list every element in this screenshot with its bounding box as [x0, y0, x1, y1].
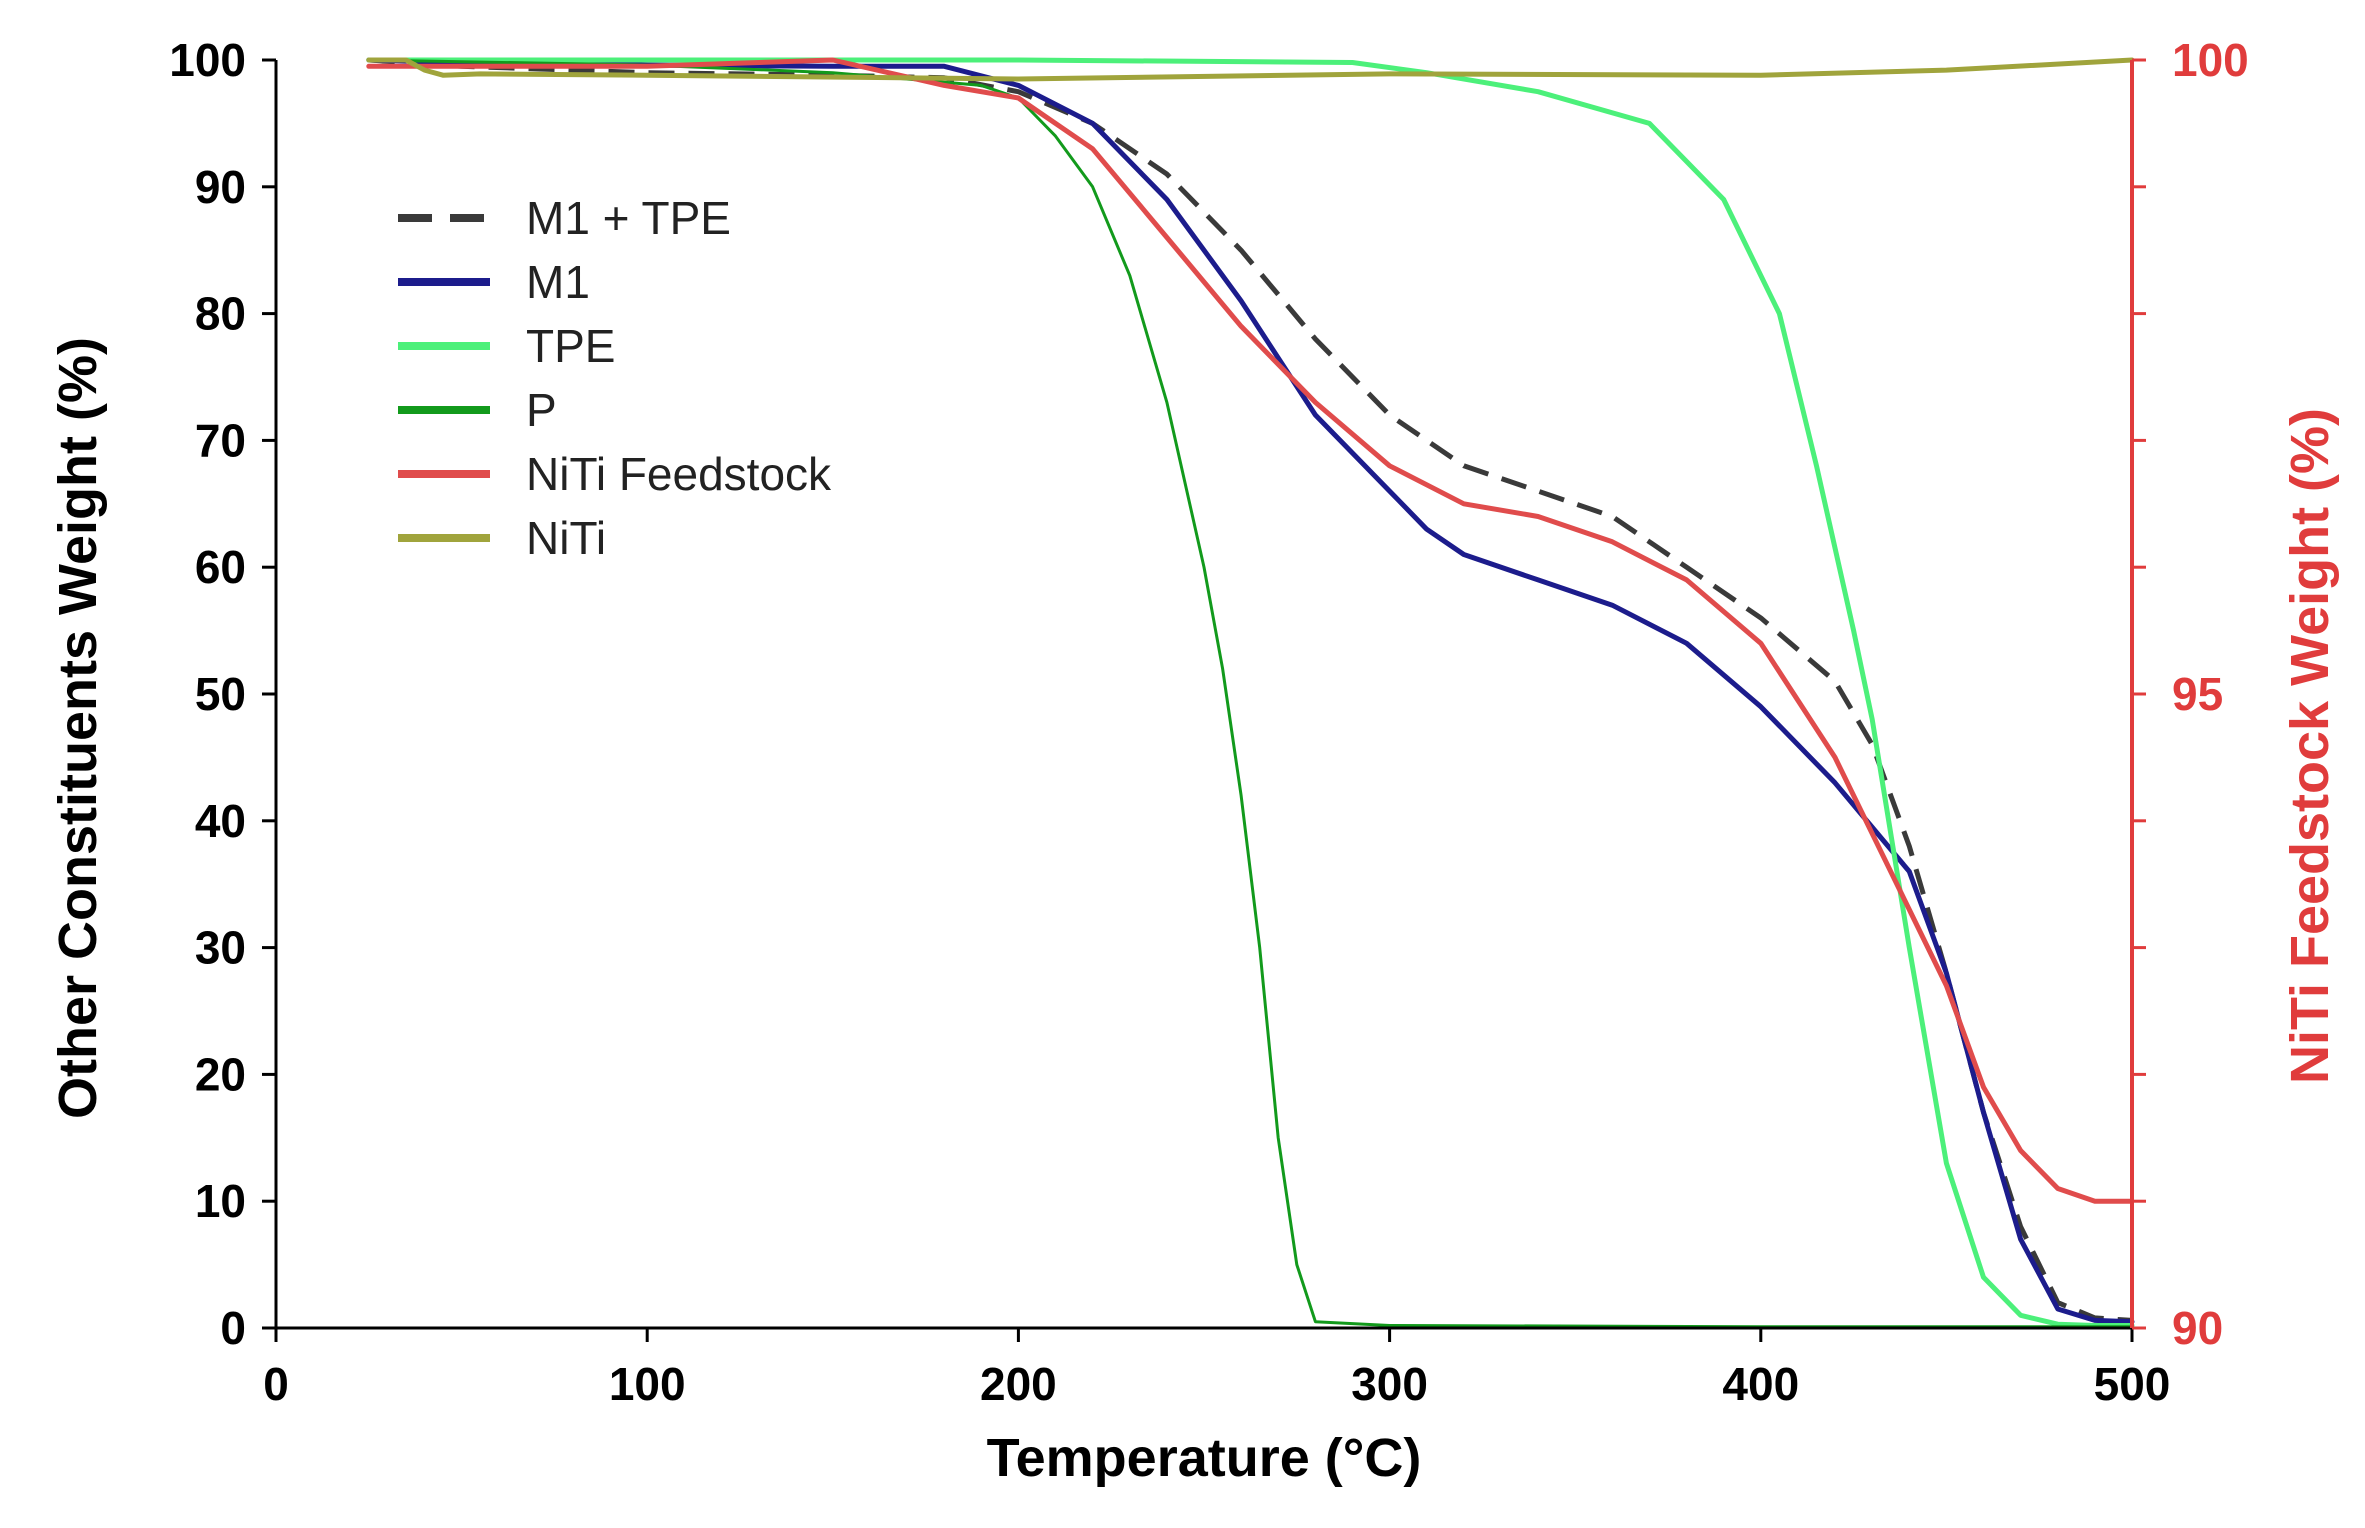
x-tick-label: 400: [1722, 1358, 1799, 1410]
legend-label: NiTi Feedstock: [526, 448, 832, 500]
plot-area: [366, 57, 2135, 1329]
y-tick-label: 20: [195, 1048, 246, 1100]
series-line-niti: [366, 57, 2135, 82]
series-line-m1: [366, 57, 2135, 1325]
y-tick-label: 70: [195, 414, 246, 466]
y-tick-label: 90: [195, 161, 246, 213]
legend-label: M1: [526, 256, 590, 308]
series-line-p: [367, 58, 2134, 1329]
y-tick-label: 30: [195, 922, 246, 974]
y-tick-label: 100: [169, 34, 246, 86]
y2-axis-title: NiTi Feedstock Weight (%): [2280, 408, 2340, 1084]
legend-label: M1 + TPE: [526, 192, 731, 244]
y-tick-label: 80: [195, 288, 246, 340]
y-tick-label: 40: [195, 795, 246, 847]
series-line-niti-feedstock: [366, 57, 2135, 1204]
x-tick-label: 200: [980, 1358, 1057, 1410]
y2-tick-label: 90: [2172, 1302, 2223, 1354]
legend-label: NiTi: [526, 512, 606, 564]
legend-label: TPE: [526, 320, 615, 372]
x-tick-label: 100: [609, 1358, 686, 1410]
y-axis-title: Other Constituents Weight (%): [48, 337, 108, 1119]
x-tick-label: 300: [1351, 1358, 1428, 1410]
x-tick-label: 0: [263, 1358, 289, 1410]
y2-tick-label: 100: [2172, 34, 2249, 86]
x-axis-title: Temperature (°C): [987, 1428, 1422, 1488]
legend: M1 + TPE M1 TPE P NiTi Feedstock NiTi: [398, 192, 832, 564]
legend-label: P: [526, 384, 557, 436]
y-tick-label: 60: [195, 541, 246, 593]
series-line-tpe: [366, 57, 2135, 1328]
x-tick-label: 500: [2094, 1358, 2171, 1410]
y-tick-label: 50: [195, 668, 246, 720]
y2-tick-label: 95: [2172, 668, 2223, 720]
y-tick-label: 0: [220, 1302, 246, 1354]
y-tick-label: 10: [195, 1175, 246, 1227]
